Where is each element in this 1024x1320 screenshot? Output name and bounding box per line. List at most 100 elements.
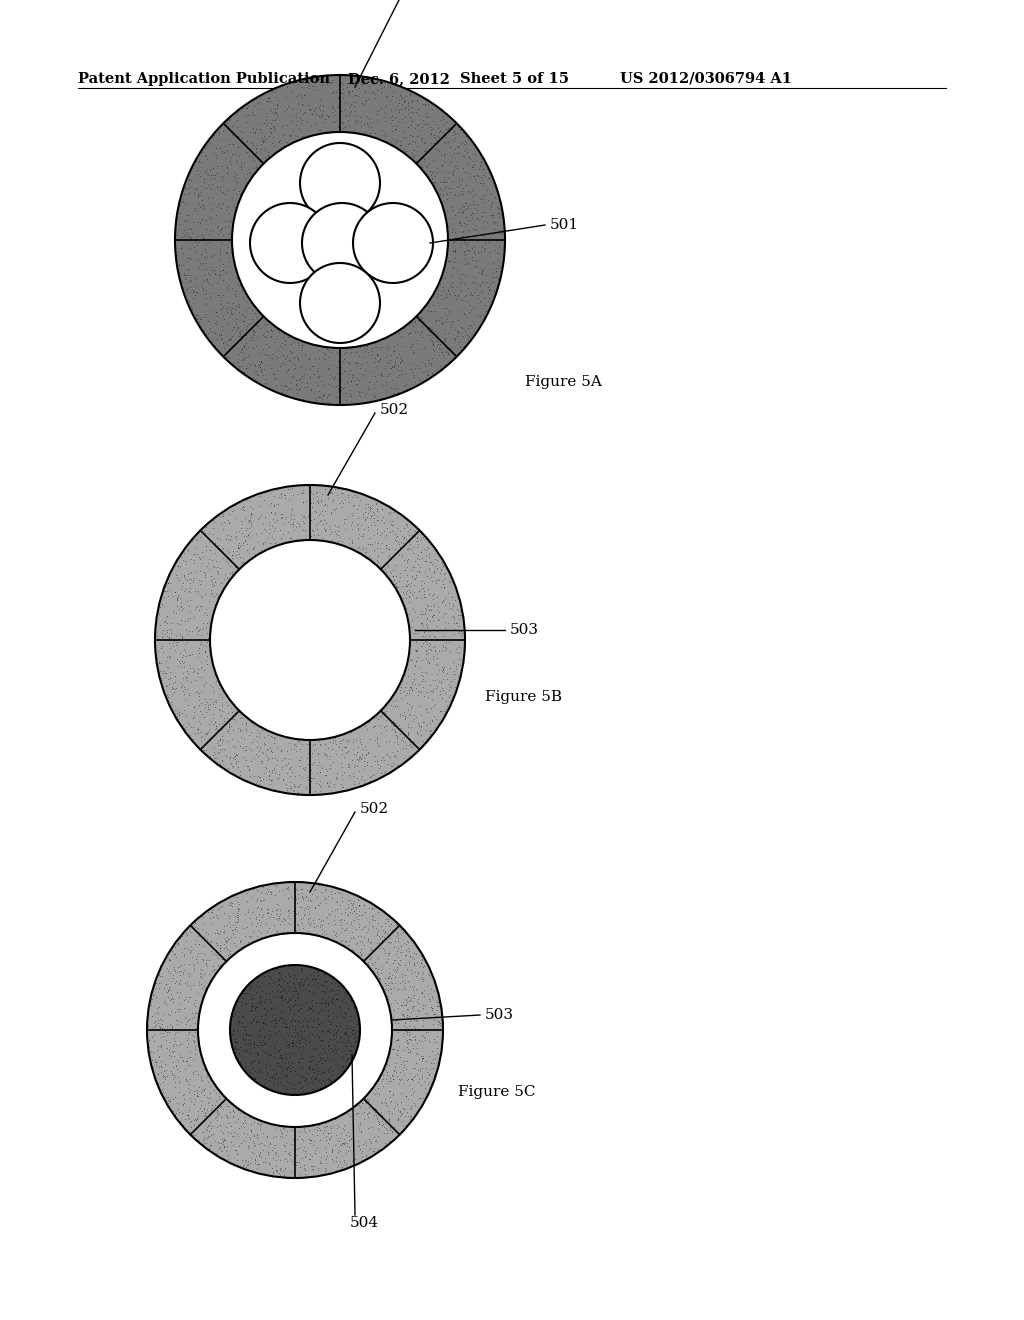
Point [233,158,250,180]
Point [261,1026,278,1047]
Point [202,300,218,321]
Point [297,886,313,907]
Point [293,882,309,903]
Point [302,1008,318,1030]
Point [209,587,225,609]
Point [243,751,259,772]
Point [344,895,360,916]
Point [287,1019,303,1040]
Point [338,737,354,758]
Point [442,310,459,331]
Point [470,261,486,282]
Point [474,261,490,282]
Point [274,768,291,789]
Point [413,128,429,149]
Point [378,1093,394,1114]
Point [401,1098,418,1119]
Point [198,1105,214,1126]
Point [474,235,490,256]
Point [148,647,165,668]
Point [329,768,345,789]
Point [393,1092,410,1113]
Point [396,594,413,615]
Point [437,618,454,639]
Point [297,968,313,989]
Point [161,1040,177,1061]
Point [154,1010,170,1031]
Point [455,226,471,247]
Point [306,1038,323,1059]
Point [412,603,428,624]
Point [302,1148,318,1170]
Point [256,734,272,755]
Point [382,1092,398,1113]
Point [345,1035,361,1056]
Point [403,91,420,112]
Point [308,1067,325,1088]
Point [428,549,444,570]
Point [328,1032,344,1053]
Point [280,1142,296,1163]
Point [413,952,429,973]
Point [452,337,468,358]
Point [227,746,244,767]
Point [288,378,304,399]
Point [191,150,208,172]
Point [242,510,258,531]
Point [172,263,188,284]
Point [409,978,425,999]
Point [329,989,345,1010]
Point [403,358,420,379]
Point [328,1150,344,1171]
Point [394,1005,411,1026]
Point [321,1020,337,1041]
Point [350,747,367,768]
Point [301,1129,317,1150]
Point [225,180,242,201]
Point [409,1102,425,1123]
Point [236,121,252,143]
Point [383,345,399,366]
Point [307,513,324,535]
Point [382,932,398,953]
Point [379,1122,395,1143]
Point [333,1159,349,1180]
Point [282,1060,298,1081]
Point [251,354,267,375]
Point [344,366,360,387]
Circle shape [175,75,505,405]
Point [351,896,368,917]
Point [379,743,395,764]
Point [274,352,291,374]
Point [286,892,302,913]
Point [246,325,262,346]
Point [228,182,245,203]
Point [421,675,437,696]
Point [488,211,505,232]
Point [380,979,396,1001]
Point [367,715,383,737]
Point [342,342,358,363]
Point [393,994,410,1015]
Point [213,1121,229,1142]
Point [236,729,252,750]
Point [302,1056,318,1077]
Point [289,783,305,804]
Point [398,374,415,395]
Point [273,1007,290,1028]
Point [466,242,482,263]
Point [446,574,463,595]
Point [220,528,237,549]
Point [264,1147,281,1168]
Point [243,975,259,997]
Point [243,1034,259,1055]
Point [401,705,418,726]
Point [431,127,447,148]
Point [312,510,329,531]
Point [221,150,238,172]
Point [187,681,204,702]
Point [255,1016,271,1038]
Point [472,189,488,210]
Point [194,667,210,688]
Point [221,512,238,533]
